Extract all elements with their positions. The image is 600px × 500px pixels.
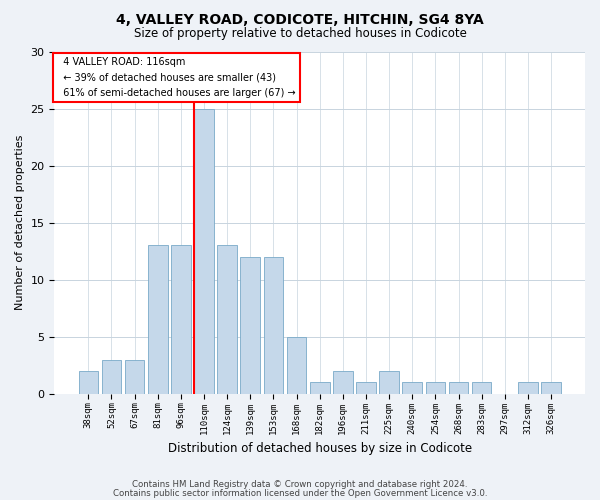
Bar (310, 382, 329, 394)
Bar (541, 382, 561, 394)
Bar (287, 336, 307, 394)
Bar (171, 246, 191, 394)
Bar (194, 108, 214, 394)
Bar (241, 257, 260, 394)
X-axis label: Distribution of detached houses by size in Codicote: Distribution of detached houses by size … (167, 442, 472, 455)
Bar (379, 371, 399, 394)
Y-axis label: Number of detached properties: Number of detached properties (15, 135, 25, 310)
Text: Contains public sector information licensed under the Open Government Licence v3: Contains public sector information licen… (113, 488, 487, 498)
Text: Contains HM Land Registry data © Crown copyright and database right 2024.: Contains HM Land Registry data © Crown c… (132, 480, 468, 489)
Bar (217, 246, 237, 394)
Bar (425, 382, 445, 394)
Text: 4, VALLEY ROAD, CODICOTE, HITCHIN, SG4 8YA: 4, VALLEY ROAD, CODICOTE, HITCHIN, SG4 8… (116, 12, 484, 26)
Text: 4 VALLEY ROAD: 116sqm
  ← 39% of detached houses are smaller (43)
  61% of semi-: 4 VALLEY ROAD: 116sqm ← 39% of detached … (57, 56, 296, 98)
Bar (79, 371, 98, 394)
Bar (472, 382, 491, 394)
Bar (263, 257, 283, 394)
Bar (449, 382, 469, 394)
Text: Size of property relative to detached houses in Codicote: Size of property relative to detached ho… (134, 28, 466, 40)
Bar (148, 246, 167, 394)
Bar (333, 371, 353, 394)
Bar (101, 360, 121, 394)
Bar (518, 382, 538, 394)
Bar (356, 382, 376, 394)
Bar (125, 360, 145, 394)
Bar (403, 382, 422, 394)
